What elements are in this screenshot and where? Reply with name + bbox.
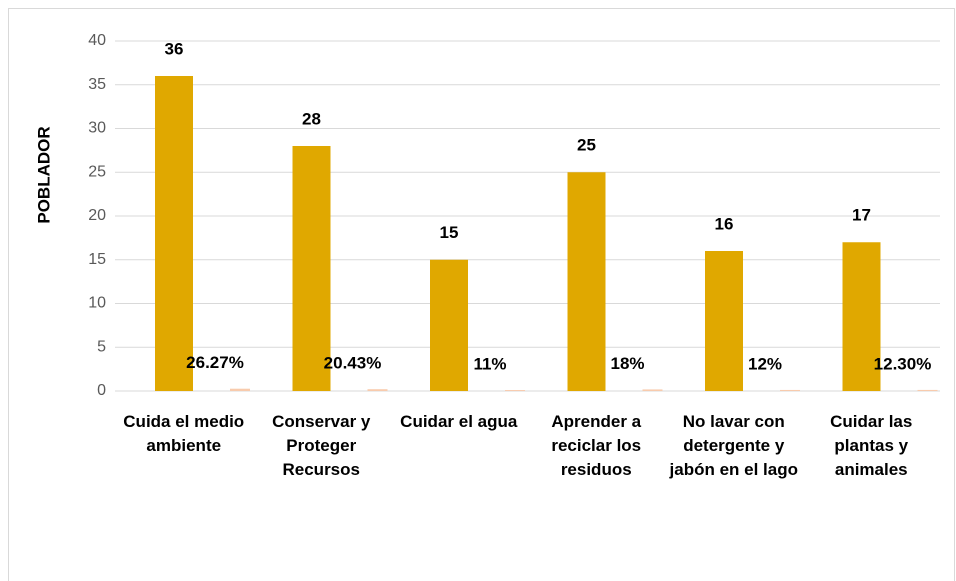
data-label: 15 bbox=[440, 223, 459, 242]
x-tick-label: Aprender a reciclar los residuos bbox=[551, 412, 642, 479]
y-tick-label: 5 bbox=[97, 338, 106, 355]
data-label: 16 bbox=[715, 214, 734, 233]
bar bbox=[505, 390, 525, 391]
y-tick-label: 0 bbox=[97, 382, 106, 399]
data-label: 20.43% bbox=[324, 354, 382, 373]
bar bbox=[155, 76, 193, 391]
data-label: 28 bbox=[302, 109, 321, 128]
data-label: 11% bbox=[473, 355, 506, 374]
bar bbox=[642, 389, 663, 391]
bar bbox=[230, 388, 250, 391]
y-tick-label: 20 bbox=[88, 207, 106, 224]
y-tick-label: 30 bbox=[88, 120, 106, 137]
bar bbox=[367, 389, 388, 391]
bar bbox=[567, 172, 606, 391]
data-label: 25 bbox=[577, 136, 596, 155]
y-axis-label: POBLADOR bbox=[34, 126, 53, 223]
y-tick-label: 25 bbox=[88, 163, 106, 180]
y-tick-label: 15 bbox=[88, 251, 106, 268]
bar bbox=[292, 146, 331, 391]
x-tick-label: Cuidar las plantas y animales bbox=[830, 412, 913, 479]
bar bbox=[780, 389, 800, 391]
data-label: 18% bbox=[610, 354, 644, 373]
y-tick-label: 35 bbox=[88, 76, 106, 93]
y-tick-label: 40 bbox=[88, 32, 106, 49]
y-tick-label: 10 bbox=[88, 295, 106, 312]
data-label: 36 bbox=[165, 39, 184, 58]
x-tick-label: Cuida el medio ambiente bbox=[123, 412, 245, 455]
x-tick-label: Conservar y Proteger Recursos bbox=[272, 412, 371, 479]
chart-border bbox=[8, 8, 955, 581]
data-label: 12% bbox=[748, 354, 782, 373]
bar bbox=[842, 242, 881, 391]
bar bbox=[917, 389, 938, 391]
data-label: 17 bbox=[852, 206, 871, 225]
x-tick-label: Cuidar el agua bbox=[400, 412, 518, 431]
bar bbox=[705, 251, 743, 391]
data-label: 12.30% bbox=[874, 354, 932, 373]
bar bbox=[430, 259, 468, 391]
x-tick-label: No lavar con detergente y jabón en el la… bbox=[669, 412, 798, 479]
data-label: 26.27% bbox=[186, 353, 244, 372]
